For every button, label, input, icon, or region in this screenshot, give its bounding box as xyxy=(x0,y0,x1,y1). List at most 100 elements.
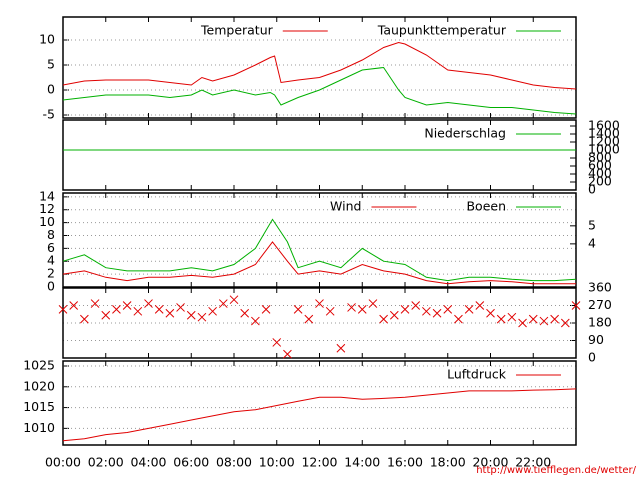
y2-tick-label: 1200 xyxy=(588,134,620,149)
point xyxy=(422,306,431,316)
point xyxy=(571,301,581,310)
series-line xyxy=(62,218,577,282)
y-tick-label: 12 xyxy=(39,201,55,216)
point xyxy=(379,314,388,324)
point xyxy=(475,301,485,310)
x-tick-label: 14:00 xyxy=(344,455,380,470)
x-tick-label: 18:00 xyxy=(430,455,466,470)
point xyxy=(58,305,68,314)
x-tick-label: 02:00 xyxy=(88,455,124,470)
x-tick-label: 00:00 xyxy=(45,455,81,470)
point xyxy=(101,310,111,320)
point xyxy=(496,314,506,324)
y-tick-label: 10 xyxy=(39,32,55,47)
y2-tick-label: 0 xyxy=(588,350,596,365)
point xyxy=(464,305,474,314)
point xyxy=(357,305,367,314)
legend-label: Taupunkttemperatur xyxy=(377,23,507,38)
point xyxy=(389,310,399,320)
y-tick-label: 2 xyxy=(47,266,55,281)
y2-tick-label: 800 xyxy=(588,150,612,165)
point xyxy=(347,303,356,312)
panel-frame xyxy=(62,192,577,288)
y2-tick-label: 0 xyxy=(588,182,596,197)
y-tick-label: 1015 xyxy=(23,399,55,414)
series-line xyxy=(62,241,576,285)
y-tick-label: 5 xyxy=(47,57,55,72)
series-line xyxy=(62,41,577,90)
point xyxy=(454,314,463,324)
point xyxy=(443,305,453,314)
y2-tick-label: 360 xyxy=(588,280,612,295)
x-tick-label: 08:00 xyxy=(216,455,252,470)
y-tick-label: -5 xyxy=(43,107,55,122)
y-tick-label: 1010 xyxy=(23,420,55,435)
point xyxy=(272,338,282,347)
y2-tick-label: 270 xyxy=(588,297,612,312)
legend-label: Niederschlag xyxy=(424,126,506,141)
point xyxy=(261,305,271,314)
panel-frame xyxy=(62,16,577,119)
series-line xyxy=(62,388,577,442)
legend-label: Wind xyxy=(330,199,361,214)
panel-frame xyxy=(62,287,577,359)
x-tick-label: 12:00 xyxy=(301,455,337,470)
y2-tick-label: 5 xyxy=(588,217,596,232)
point xyxy=(154,305,164,314)
y-tick-label: 8 xyxy=(47,227,55,242)
y2-tick-label: 4 xyxy=(588,235,596,250)
point xyxy=(528,314,538,324)
panel-frame xyxy=(62,360,577,446)
point xyxy=(539,316,549,326)
y-tick-label: 1020 xyxy=(23,378,55,393)
point xyxy=(133,306,143,316)
y2-tick-label: 1400 xyxy=(588,126,620,141)
point xyxy=(186,310,196,320)
x-tick-label: 16:00 xyxy=(387,455,423,470)
point xyxy=(304,314,314,324)
legend-label: Luftdruck xyxy=(447,367,507,382)
point xyxy=(325,306,335,316)
y2-tick-label: 600 xyxy=(588,158,612,173)
point xyxy=(411,301,421,310)
x-tick-label: 20:00 xyxy=(472,455,508,470)
point xyxy=(486,308,495,318)
x-tick-label: 10:00 xyxy=(259,455,295,470)
point xyxy=(240,308,250,318)
point xyxy=(432,308,442,318)
y-tick-label: 10 xyxy=(39,214,55,229)
point xyxy=(336,343,346,353)
legend-label: Boeen xyxy=(466,199,506,214)
series-line xyxy=(62,66,577,115)
point xyxy=(560,318,570,328)
y-tick-label: 4 xyxy=(47,253,55,268)
y-tick-label: 0 xyxy=(47,82,55,97)
y2-tick-label: 1600 xyxy=(588,118,620,133)
point xyxy=(229,295,239,305)
footer-link: http://www.tiefflegen.de/wetter/ xyxy=(476,465,636,476)
point xyxy=(518,318,527,328)
y-tick-label: 6 xyxy=(47,240,55,255)
point xyxy=(251,316,260,326)
point xyxy=(283,349,292,359)
y2-tick-label: 180 xyxy=(588,315,612,330)
y-tick-label: 14 xyxy=(39,188,55,203)
point xyxy=(80,314,89,324)
x-tick-label: 06:00 xyxy=(173,455,209,470)
point xyxy=(550,314,559,324)
y2-tick-label: 1000 xyxy=(588,142,620,157)
point xyxy=(90,299,100,308)
y-tick-label: 0 xyxy=(47,279,55,294)
point xyxy=(368,299,378,308)
point xyxy=(218,299,228,308)
y2-tick-label: 200 xyxy=(588,174,612,189)
point xyxy=(122,301,132,310)
point xyxy=(400,305,410,314)
y2-tick-label: 400 xyxy=(588,166,612,181)
x-tick-label: 04:00 xyxy=(130,455,166,470)
point xyxy=(507,312,517,322)
x-tick-label: 22:00 xyxy=(515,455,551,470)
point xyxy=(293,305,303,314)
panel-frame xyxy=(62,119,577,191)
